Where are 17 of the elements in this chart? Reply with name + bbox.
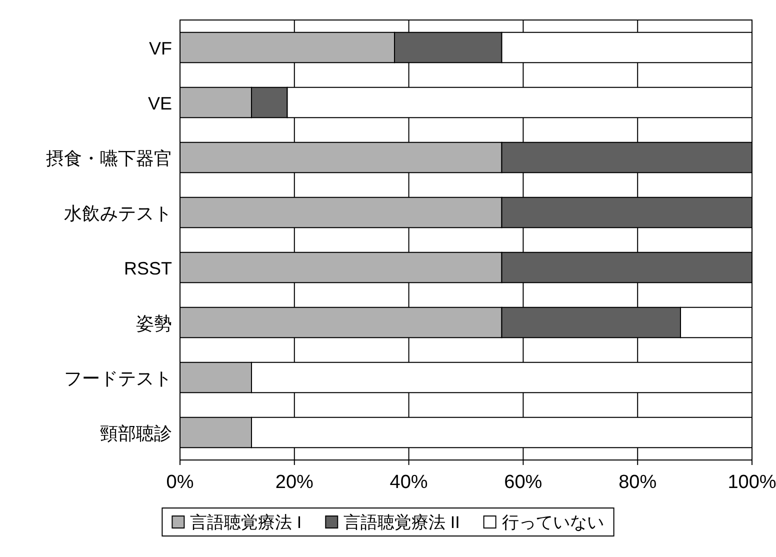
- y-tick-label: VE: [148, 94, 172, 114]
- y-tick-label: 姿勢: [136, 314, 172, 334]
- x-tick-label: 0%: [166, 472, 194, 493]
- y-tick-label: RSST: [124, 258, 172, 278]
- y-tick-label: 水飲みテスト: [64, 204, 172, 224]
- x-tick-label: 40%: [390, 472, 428, 493]
- y-tick-label: フードテスト: [64, 368, 172, 388]
- y-tick-label: 摂食・嚥下器官: [46, 148, 172, 168]
- x-tick-label: 100%: [728, 472, 776, 493]
- x-tick-label: 80%: [618, 472, 657, 493]
- x-tick-label: 20%: [275, 472, 314, 493]
- x-tick-label: 60%: [504, 472, 542, 493]
- legend-label: 言語聴覚療法 I: [190, 513, 302, 532]
- y-tick-label: VF: [148, 38, 172, 58]
- legend-label: 行っていない: [502, 513, 604, 532]
- y-tick-label: 頸部聴診: [100, 424, 172, 444]
- legend-label: 言語聴覚療法 II: [344, 513, 460, 532]
